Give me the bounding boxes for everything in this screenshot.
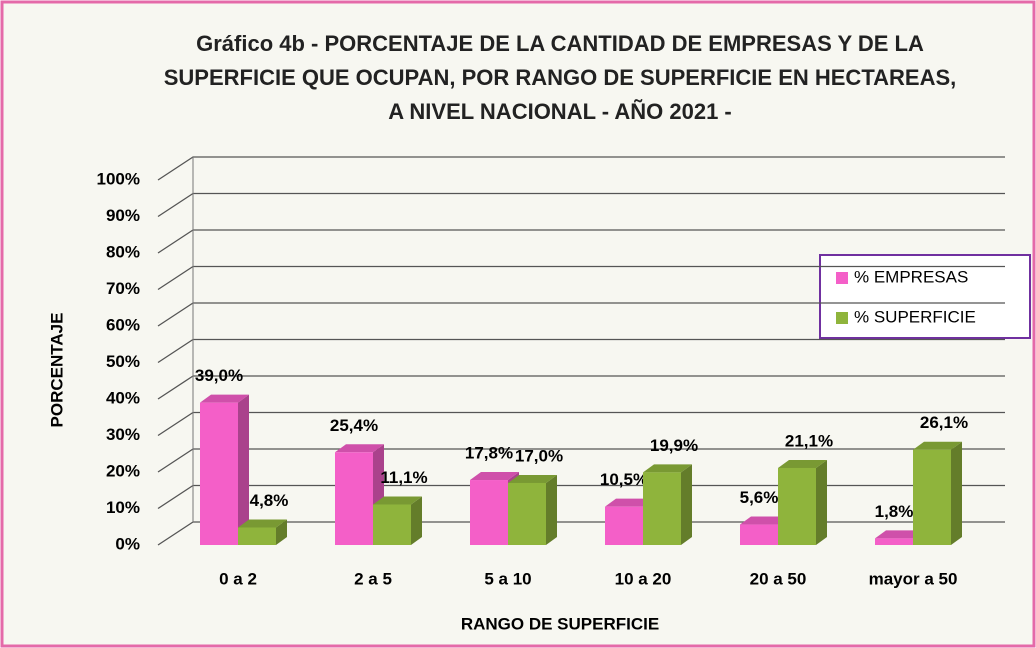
bar-top: [238, 519, 287, 528]
data-label: 17,0%: [515, 446, 563, 465]
data-label: 25,4%: [330, 416, 378, 435]
bar-top: [605, 498, 654, 507]
y-tick-label: 0%: [115, 534, 140, 553]
y-tick-label: 10%: [106, 498, 140, 517]
legend-swatch: [836, 272, 848, 284]
bar: [238, 519, 287, 545]
bar-top: [508, 474, 557, 483]
x-tick-label: 20 a 50: [750, 569, 807, 588]
bar-side: [238, 394, 249, 545]
bar-side: [681, 464, 692, 545]
bar-front: [740, 524, 778, 545]
bar: [508, 474, 557, 545]
data-label: 19,9%: [650, 436, 698, 455]
bar-side: [546, 474, 557, 545]
bar-side: [276, 519, 287, 545]
data-label: 4,8%: [250, 491, 289, 510]
x-axis-label: RANGO DE SUPERFICIE: [461, 614, 659, 633]
bar-side: [816, 459, 827, 545]
y-tick-label: 30%: [106, 425, 140, 444]
bar-top: [913, 441, 962, 450]
bar-side: [951, 441, 962, 545]
y-tick-label: 70%: [106, 279, 140, 298]
bar-top: [470, 472, 519, 481]
bar-front: [200, 402, 238, 545]
bar-front: [508, 482, 546, 545]
y-tick-label: 50%: [106, 352, 140, 371]
bar-front: [238, 527, 276, 545]
bar: [643, 464, 692, 545]
bar-front: [373, 504, 411, 545]
y-tick-label: 40%: [106, 388, 140, 407]
bar-front: [913, 449, 951, 545]
x-tick-label: mayor a 50: [869, 569, 958, 588]
bar-front: [643, 472, 681, 545]
x-tick-label: 0 a 2: [219, 569, 257, 588]
bar: [778, 459, 827, 545]
y-tick-label: 90%: [106, 206, 140, 225]
data-label: 17,8%: [465, 444, 513, 463]
chart-title: Gráfico 4b - PORCENTAJE DE LA CANTIDAD D…: [196, 31, 924, 56]
bar-front: [335, 452, 373, 545]
y-tick-label: 80%: [106, 242, 140, 261]
data-label: 39,0%: [195, 366, 243, 385]
bar-top: [875, 530, 924, 539]
data-label: 10,5%: [600, 470, 648, 489]
legend-box: [819, 254, 1031, 339]
bar-front: [778, 467, 816, 545]
bar-front: [470, 480, 508, 545]
y-tick-label: 100%: [97, 169, 140, 188]
bar: [373, 496, 422, 545]
y-tick-label: 20%: [106, 461, 140, 480]
chart-title: SUPERFICIE QUE OCUPAN, POR RANGO DE SUPE…: [164, 65, 957, 90]
legend-label: % EMPRESAS: [854, 267, 968, 286]
x-tick-label: 2 a 5: [354, 569, 392, 588]
bar-top: [373, 496, 422, 505]
bar-top: [335, 444, 384, 453]
data-label: 26,1%: [920, 413, 968, 432]
bar: [913, 441, 962, 545]
y-tick-label: 60%: [106, 315, 140, 334]
bar-top: [778, 459, 827, 468]
bar-top: [740, 516, 789, 525]
legend-label: % SUPERFICIE: [854, 307, 976, 326]
data-label: 5,6%: [740, 488, 779, 507]
data-label: 1,8%: [875, 502, 914, 521]
y-axis-label: PORCENTAJE: [47, 313, 66, 428]
bar-top: [200, 394, 249, 403]
bar: [200, 394, 249, 545]
data-label: 21,1%: [785, 431, 833, 450]
bar-front: [605, 506, 643, 545]
x-tick-label: 5 a 10: [484, 569, 531, 588]
data-label: 11,1%: [380, 468, 427, 487]
legend-swatch: [836, 312, 848, 324]
bar-side: [411, 496, 422, 545]
chart-title: A NIVEL NACIONAL - AÑO 2021 -: [388, 99, 732, 124]
x-tick-label: 10 a 20: [615, 569, 672, 588]
bar-front: [875, 538, 913, 545]
bar-top: [643, 464, 692, 473]
